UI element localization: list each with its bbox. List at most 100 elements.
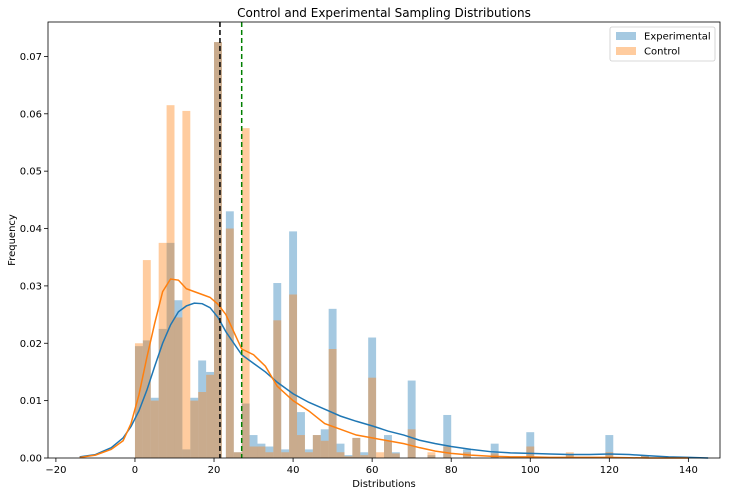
bar-experimental xyxy=(233,452,242,458)
y-tick-label: 0.03 xyxy=(20,281,42,292)
x-tick-label: 140 xyxy=(679,465,698,476)
legend: Experimental Control xyxy=(609,26,716,62)
bar-control xyxy=(190,400,199,458)
bar-control xyxy=(134,343,143,458)
x-tick-label: 20 xyxy=(208,465,221,476)
bar-experimental xyxy=(407,380,416,458)
bar-control xyxy=(249,446,258,458)
bar-control xyxy=(526,446,535,458)
bar-control xyxy=(352,437,361,458)
bar-experimental xyxy=(214,42,222,458)
bar-experimental xyxy=(174,300,183,458)
bar-control xyxy=(297,435,305,458)
bar-control xyxy=(257,446,266,458)
legend-swatch-control xyxy=(616,47,636,55)
bar-experimental xyxy=(640,455,649,458)
bar-experimental xyxy=(265,446,274,458)
bar-control xyxy=(344,456,353,458)
bar-experimental xyxy=(182,449,191,458)
y-tick-label: 0.00 xyxy=(20,454,42,465)
bar-control xyxy=(605,452,614,458)
bar-experimental xyxy=(384,435,392,458)
y-axis-label: Frequency xyxy=(7,214,18,266)
bar-experimental xyxy=(336,443,345,458)
bar-experimental xyxy=(225,211,234,458)
bar-control xyxy=(328,349,337,458)
bar-control xyxy=(214,42,222,458)
kde-line-control xyxy=(79,278,689,459)
bar-experimental xyxy=(526,432,535,458)
legend-swatch-experimental xyxy=(616,32,636,40)
bar-control xyxy=(391,453,400,458)
bar-experimental xyxy=(206,371,215,458)
bar-control xyxy=(265,452,274,458)
bar-experimental xyxy=(297,412,305,458)
bar-control xyxy=(225,228,234,458)
y-tick-label: 0.01 xyxy=(20,396,42,407)
bar-control xyxy=(182,110,191,458)
plot-area xyxy=(79,22,709,459)
bar-experimental xyxy=(360,452,369,458)
chart-title: Control and Experimental Sampling Distri… xyxy=(237,6,531,20)
x-tick-label: −20 xyxy=(45,465,66,476)
bar-experimental xyxy=(463,449,471,458)
x-axis: −20 0 20 40 60 80 100 120 140 xyxy=(45,458,698,476)
bar-control xyxy=(360,455,369,458)
bar-control xyxy=(206,374,215,458)
x-tick-label: 0 xyxy=(132,465,138,476)
bar-experimental xyxy=(190,397,199,458)
bar-control xyxy=(640,455,649,458)
x-tick-label: 40 xyxy=(287,465,300,476)
bar-control xyxy=(304,452,313,458)
bar-control xyxy=(336,452,345,458)
bar-experimental xyxy=(289,231,298,458)
y-tick-label: 0.04 xyxy=(20,224,42,235)
bar-experimental xyxy=(241,403,250,458)
bar-control xyxy=(281,452,290,458)
bar-control xyxy=(289,294,298,458)
bar-experimental xyxy=(281,449,290,458)
bar-control xyxy=(150,400,159,458)
legend-box xyxy=(609,26,716,62)
bar-experimental xyxy=(134,346,143,458)
y-axis: 0.00 0.01 0.02 0.03 0.04 0.05 0.06 0.07 xyxy=(20,52,48,465)
x-tick-label: 120 xyxy=(600,465,619,476)
bar-control xyxy=(174,317,183,458)
x-axis-label: Distributions xyxy=(352,479,416,490)
legend-label-experimental: Experimental xyxy=(644,32,711,43)
bar-control xyxy=(233,452,242,458)
bar-control xyxy=(241,128,250,458)
series-experimental-bars xyxy=(134,42,649,458)
series-control-bars xyxy=(134,42,649,459)
bar-experimental xyxy=(443,414,452,458)
y-tick-label: 0.02 xyxy=(20,339,42,350)
bar-experimental xyxy=(158,328,167,458)
bar-control xyxy=(273,320,282,458)
bar-control xyxy=(407,429,416,458)
legend-label-control: Control xyxy=(644,47,680,58)
bar-experimental xyxy=(166,242,175,458)
bar-experimental xyxy=(249,435,258,458)
bar-experimental xyxy=(150,397,159,458)
bar-experimental xyxy=(427,455,436,458)
bar-control xyxy=(376,452,384,458)
bar-experimental xyxy=(565,455,574,458)
y-tick-label: 0.05 xyxy=(20,167,42,178)
bar-experimental xyxy=(142,340,151,458)
bar-control xyxy=(320,440,329,458)
bar-experimental xyxy=(257,443,266,458)
kde-line-experimental xyxy=(79,302,709,459)
bar-control xyxy=(384,440,392,458)
bar-experimental xyxy=(352,437,361,458)
bar-control xyxy=(368,377,377,458)
bar-experimental xyxy=(312,435,321,458)
bar-experimental xyxy=(605,435,614,458)
bar-experimental xyxy=(328,308,337,458)
x-tick-label: 60 xyxy=(366,465,379,476)
bar-control xyxy=(166,105,175,459)
bar-control xyxy=(312,435,321,458)
bar-experimental xyxy=(273,283,282,458)
bar-experimental xyxy=(304,449,313,458)
y-tick-label: 0.06 xyxy=(20,109,42,120)
